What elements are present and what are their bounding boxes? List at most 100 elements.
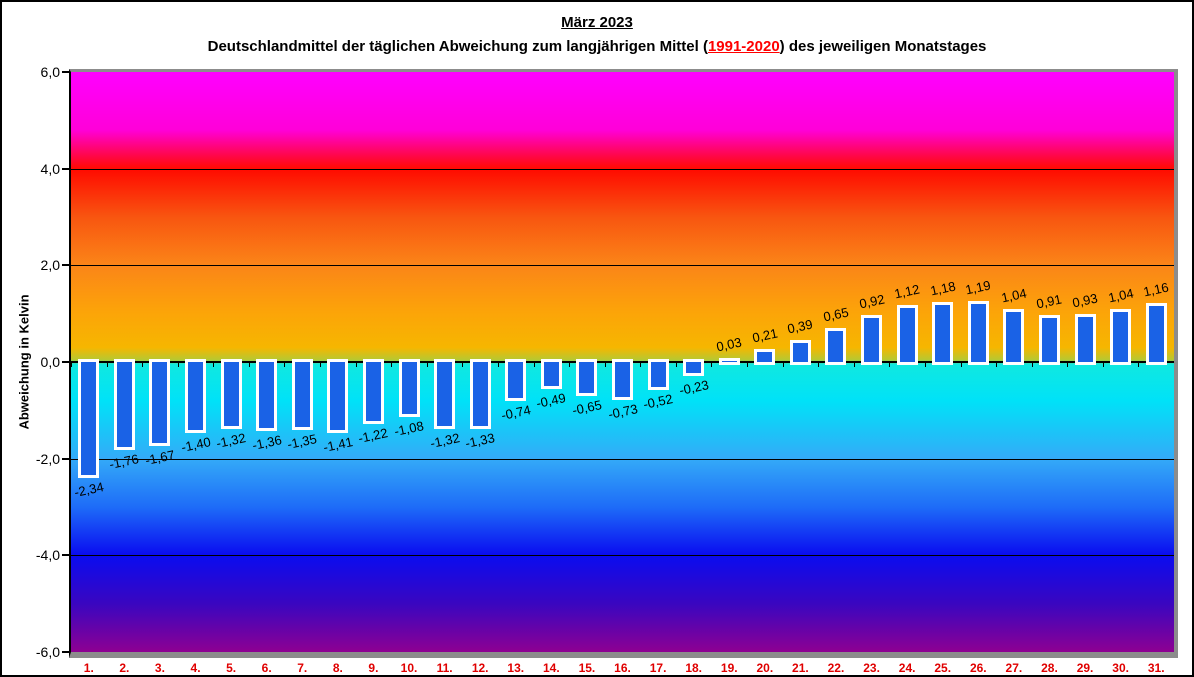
day-label-23.: 23. [863,661,880,675]
x-axis-tick [534,362,535,367]
day-label-2.: 2. [119,661,130,675]
day-label-9.: 9. [368,661,379,675]
day-label-13.: 13. [507,661,525,675]
x-axis-tick [107,362,108,367]
subtitle-suffix: ) des jeweiligen Monatstages [779,38,987,55]
bar-day-16 [612,359,633,401]
gridline--4 [71,555,1174,557]
day-label-24.: 24. [898,661,916,675]
y-tick-label-4,0: 4,0 [40,160,60,177]
y-tick-label--4,0: -4,0 [35,547,60,564]
day-label-15.: 15. [578,661,596,675]
y-axis-tick [62,457,69,460]
day-label-5.: 5. [226,661,237,675]
y-tick-label--2,0: -2,0 [35,450,60,467]
day-label-4.: 4. [190,661,201,675]
bar-day-14 [540,359,562,389]
x-axis-tick [1032,362,1033,367]
bar-day-8 [327,359,349,434]
x-axis-tick [889,362,890,367]
day-label-11.: 11. [436,661,453,675]
bar-day-17 [647,359,669,391]
x-axis-tick [1103,362,1104,367]
day-label-26.: 26. [969,661,987,675]
bar-day-20 [754,348,776,365]
bar-day-7 [291,359,313,431]
bar-day-6 [256,359,278,431]
bar-day-19 [718,357,740,365]
x-axis-tick [71,362,72,367]
bar-value-label-day-1: -2,34 [72,479,105,501]
x-axis-tick [569,362,570,367]
day-label-25.: 25. [934,661,952,675]
bar-day-29 [1074,314,1096,365]
day-label-1.: 1. [83,661,94,675]
day-label-22.: 22. [827,661,845,675]
y-tick-label--6,0: -6,0 [35,644,60,660]
x-axis-tick [818,362,819,367]
y-axis-tick [62,71,69,73]
x-axis-tick [854,362,855,367]
bar-day-22 [825,327,847,365]
x-axis-tick [462,362,463,367]
bar-day-28 [1038,315,1060,365]
x-axis-tick [783,362,784,367]
day-label-17.: 17. [649,661,667,675]
plot-gradient-background: -2,34 -1,76 -1,67 -1,40 -1,32 -1,36 -1,35 -1,41… [71,72,1174,652]
x-axis-tick [498,362,499,367]
x-axis-tick [178,362,179,367]
day-label-29.: 29. [1076,661,1094,675]
bar-day-12 [469,359,491,430]
day-label-14.: 14. [542,661,560,675]
y-tick-label-6,0: 6,0 [40,64,60,80]
bar-day-4 [185,359,207,433]
x-axis-tick [605,362,606,367]
bar-day-9 [362,359,384,424]
day-label-28.: 28. [1041,661,1058,675]
bar-day-31 [1145,302,1167,365]
subtitle-prefix: Deutschlandmittel der täglichen Abweichu… [207,38,708,55]
chart-subtitle: Deutschlandmittel der täglichen Abweichu… [2,38,1192,55]
y-tick-label-2,0: 2,0 [40,257,60,274]
bar-day-11 [434,359,456,429]
y-tick-label-0,0: 0,0 [40,354,60,370]
day-label-12.: 12. [471,661,489,675]
day-label-30.: 30. [1112,661,1129,675]
x-axis-tick [747,362,748,367]
bar-day-26 [967,301,989,365]
x-axis-tick [320,362,321,367]
bar-day-25 [932,301,954,365]
day-label-20.: 20. [756,661,774,675]
y-axis-tick [62,361,69,363]
subtitle-period-link: 1991-2020 [707,38,780,55]
x-axis-tick [356,362,357,367]
gridline-4 [71,168,1174,170]
y-axis-tick [62,554,69,557]
x-axis-tick [711,362,712,367]
bar-value-label-day-18: -0,23 [677,377,710,399]
day-label-3.: 3. [154,661,165,675]
x-axis-tick [249,362,250,367]
day-label-8.: 8. [332,661,343,675]
x-axis-tick [142,362,143,367]
bar-day-15 [576,359,598,397]
x-axis-tick [391,362,392,367]
bar-day-2 [113,359,135,451]
day-label-31.: 31. [1147,661,1165,675]
x-axis-tick [996,362,997,367]
bar-day-23 [861,314,883,365]
y-axis-tick [62,264,69,267]
chart-title: März 2023 [561,14,633,31]
gridline--2 [71,458,1174,460]
day-label-19.: 19. [720,661,738,675]
day-label-18.: 18. [685,661,702,675]
bar-day-5 [220,359,242,429]
x-axis-tick [961,362,962,367]
x-axis-tick [676,362,677,367]
x-axis-tick [1138,362,1139,367]
bar-value-label-day-31: 1,16 [1142,279,1171,300]
x-axis-tick [213,362,214,367]
plot-area: -2,34 -1,76 -1,67 -1,40 -1,32 -1,36 -1,35 -1,41… [69,69,1178,658]
day-label-10.: 10. [400,661,418,675]
